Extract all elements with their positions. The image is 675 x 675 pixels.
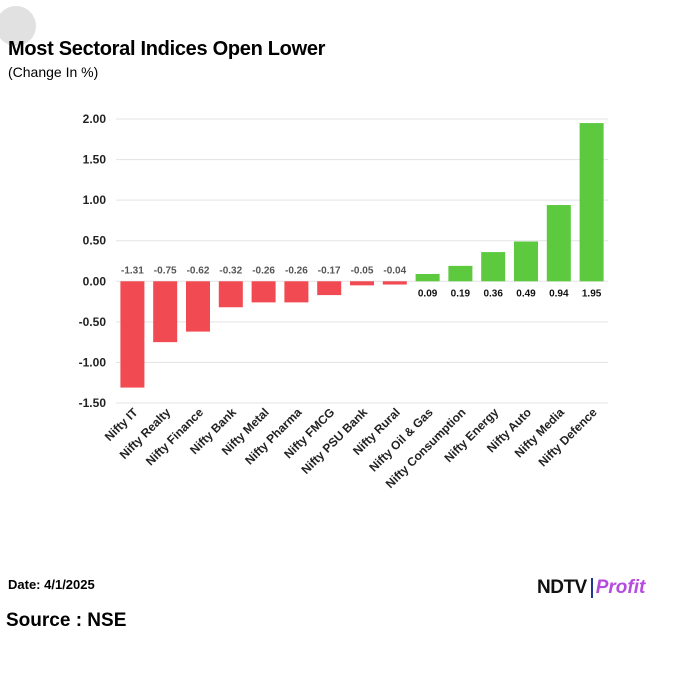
chart-subtitle: (Change In %): [8, 64, 99, 80]
ndtv-profit-logo: NDTV Profit: [537, 574, 645, 602]
bar: [448, 265, 473, 282]
data-label: 0.49: [516, 288, 536, 299]
data-label: -0.17: [318, 265, 341, 276]
logo-divider: [590, 578, 593, 598]
bar: [186, 281, 210, 332]
bar: [415, 273, 440, 282]
y-tick-label: 2.00: [83, 112, 107, 126]
decorative-circle: [0, 6, 36, 46]
y-tick-label: -0.50: [79, 315, 107, 329]
data-label: 1.95: [582, 288, 602, 299]
bar: [546, 205, 571, 282]
x-tick-label: Nifty Defence: [536, 405, 600, 469]
data-label: -0.32: [219, 265, 242, 276]
data-label: -0.05: [351, 265, 374, 276]
bar: [120, 281, 145, 388]
chart-title: Most Sectoral Indices Open Lower: [8, 38, 326, 60]
date-label: Date: 4/1/2025: [8, 577, 95, 592]
source-label: Source : NSE: [6, 610, 127, 631]
data-label: 0.36: [483, 288, 503, 299]
logo-ndtv-text: NDTV: [537, 577, 587, 598]
y-tick-label: 1.00: [83, 193, 107, 207]
bar: [218, 281, 243, 308]
bar: [153, 281, 178, 343]
bar: [350, 281, 374, 286]
bar-chart: 2.00 1.50 1.00 0.50 0.00 -0.50 -1.00 -1.50 -1.31…: [79, 112, 608, 491]
data-label: 0.94: [549, 288, 569, 299]
data-label: 0.19: [451, 288, 471, 299]
bar: [284, 281, 309, 303]
bar: [481, 252, 506, 282]
data-label: -0.62: [187, 265, 210, 276]
data-label: 0.09: [418, 288, 438, 299]
data-label: -0.75: [154, 265, 177, 276]
data-label: -1.31: [121, 265, 144, 276]
y-tick-label: 0.50: [83, 234, 107, 248]
bar: [579, 123, 604, 282]
y-tick-label: 0.00: [83, 274, 107, 288]
y-tick-label: -1.00: [79, 355, 107, 369]
y-tick-label: -1.50: [79, 396, 107, 410]
data-label: -0.04: [383, 265, 406, 276]
bar: [251, 281, 276, 303]
bar: [514, 241, 538, 282]
data-label: -0.26: [252, 265, 275, 276]
bar: [317, 281, 342, 296]
data-label: -0.26: [285, 265, 308, 276]
logo-profit-text: Profit: [595, 577, 646, 598]
bar: [382, 281, 407, 285]
y-tick-label: 1.50: [83, 153, 107, 167]
